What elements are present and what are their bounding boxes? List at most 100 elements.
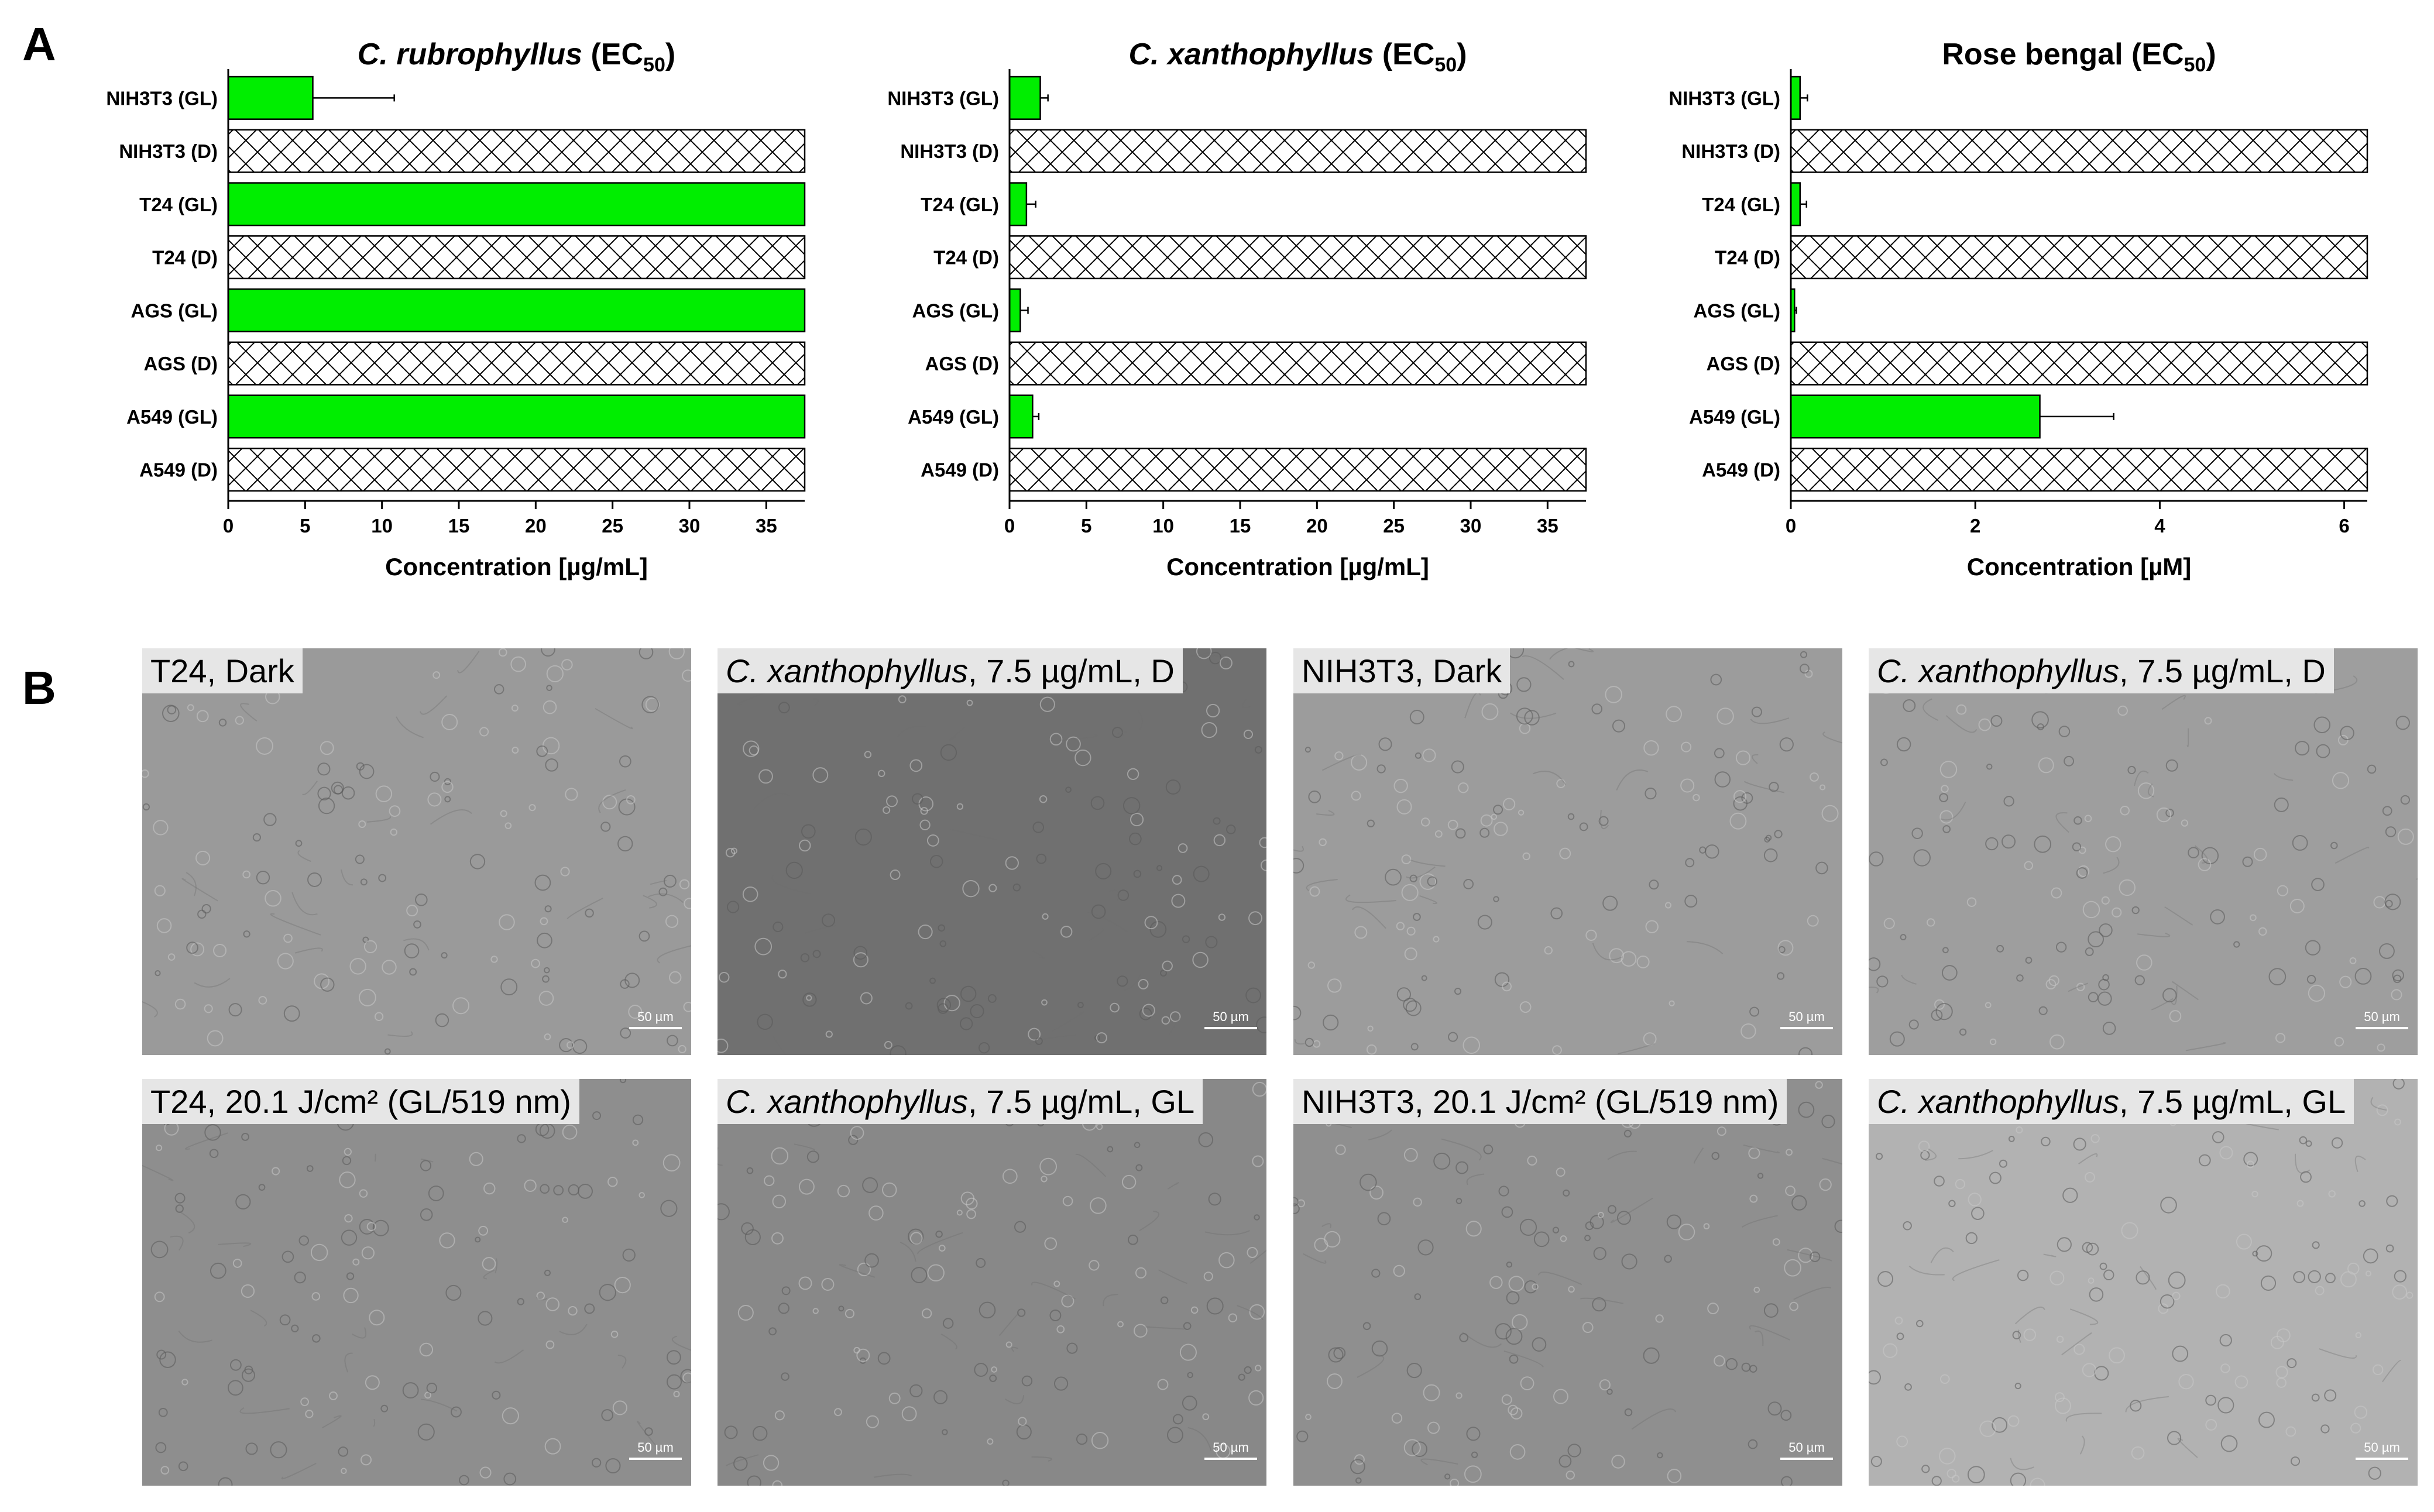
x-tick-label: 0	[1786, 515, 1796, 537]
scale-bar-label: 50 µm	[1213, 1440, 1249, 1455]
x-tick-label: 4	[2154, 515, 2165, 537]
category-label: A549 (D)	[139, 459, 218, 481]
scale-bar-label: 50 µm	[1788, 1009, 1825, 1024]
bar-t24-d	[227, 235, 806, 280]
category-label: T24 (D)	[152, 247, 218, 269]
bar-nih3t3-d	[227, 129, 806, 173]
bar-nih3t3-d	[1790, 129, 2368, 173]
bar-nih3t3-gl	[227, 75, 314, 120]
micrograph-panel: C. xanthophyllus, 7.5 µg/mL, GL 50 µm	[718, 1079, 1266, 1486]
x-axis-label: Concentration [µg/mL]	[1166, 553, 1429, 580]
bar-t24-gl	[1790, 182, 1801, 226]
scale-bar	[1780, 1027, 1833, 1029]
bar-ags-gl	[1008, 288, 1021, 332]
x-tick-label: 0	[223, 515, 234, 537]
x-tick-label: 25	[602, 515, 623, 537]
category-label: NIH3T3 (D)	[1681, 140, 1780, 162]
category-label: AGS (D)	[925, 353, 1000, 374]
bar-chart-rose-bengal: Rose bengal (EC50) NIH3T3 (GL) NIH3T3 (D) T…	[1563, 35, 2370, 597]
x-tick-label: 30	[1460, 515, 1482, 537]
category-label: T24 (D)	[1715, 247, 1780, 269]
bar-chart-xanthophyllus: C. xanthophyllus (EC50) NIH3T3 (GL) NIH3T3…	[781, 35, 1589, 597]
scale-bar-label: 50 µm	[2364, 1440, 2400, 1455]
x-tick-label: 35	[756, 515, 777, 537]
micrograph-label: T24, Dark	[142, 648, 303, 693]
bar-ags-d	[1008, 341, 1587, 386]
cell-texture	[142, 1079, 691, 1486]
scale-bar-label: 50 µm	[1788, 1440, 1825, 1455]
x-tick-label: 20	[525, 515, 547, 537]
scale-bar	[1204, 1027, 1257, 1029]
cell-texture	[142, 648, 691, 1055]
bar-t24-gl	[1008, 182, 1028, 226]
scale-bar	[1204, 1458, 1257, 1460]
bar-t24-d	[1790, 235, 2368, 280]
micrograph-label: NIH3T3, Dark	[1293, 648, 1510, 693]
bar-ags-d	[1790, 341, 2368, 386]
x-tick-label: 10	[1152, 515, 1174, 537]
chart-title: C. rubrophyllus (EC50)	[358, 37, 675, 76]
category-label: NIH3T3 (GL)	[106, 87, 218, 109]
cell-texture	[1869, 648, 2418, 1052]
bar-t24-gl	[227, 182, 806, 226]
x-tick-label: 5	[1081, 515, 1091, 537]
x-tick-label: 6	[2339, 515, 2349, 537]
category-label: T24 (GL)	[139, 194, 218, 215]
bar-ags-gl	[227, 288, 806, 332]
micrograph-label: T24, 20.1 J/cm² (GL/519 nm)	[142, 1079, 579, 1124]
micrograph-panel: C. xanthophyllus, 7.5 µg/mL, D 50 µm	[1869, 648, 2418, 1055]
category-label: A549 (GL)	[1689, 406, 1780, 428]
bar-nih3t3-d	[1008, 129, 1587, 173]
bar-ags-d	[227, 341, 806, 386]
bar-t24-d	[1008, 235, 1587, 280]
x-tick-label: 0	[1004, 515, 1015, 537]
x-tick-label: 10	[371, 515, 393, 537]
category-label: T24 (D)	[933, 247, 999, 269]
bar-a549-gl	[1008, 394, 1034, 439]
bar-a549-d	[1790, 448, 2368, 492]
scale-bar-label: 50 µm	[1213, 1009, 1249, 1024]
x-tick-label: 20	[1306, 515, 1328, 537]
cell-texture	[1293, 648, 1842, 1055]
category-label: AGS (GL)	[1694, 300, 1780, 321]
micrograph-panel: T24, 20.1 J/cm² (GL/519 nm) 50 µm	[142, 1079, 691, 1486]
category-label: NIH3T3 (GL)	[1669, 87, 1780, 109]
cell-texture	[718, 1079, 1266, 1486]
x-tick-label: 15	[448, 515, 470, 537]
x-tick-label: 5	[300, 515, 310, 537]
category-label: A549 (GL)	[908, 406, 999, 428]
scale-bar-label: 50 µm	[2364, 1009, 2400, 1024]
bar-a549-d	[227, 448, 806, 492]
category-label: AGS (D)	[144, 353, 218, 374]
micrograph-label: NIH3T3, 20.1 J/cm² (GL/519 nm)	[1293, 1079, 1787, 1124]
bar-nih3t3-gl	[1790, 75, 1801, 120]
micrograph-label: C. xanthophyllus, 7.5 µg/mL, GL	[1869, 1079, 2354, 1124]
category-label: NIH3T3 (GL)	[887, 87, 999, 109]
micrograph-panel: C. xanthophyllus, 7.5 µg/mL, GL 50 µm	[1869, 1079, 2418, 1486]
panel-label-b: B	[22, 662, 56, 714]
category-label: A549 (GL)	[126, 406, 218, 428]
micrograph-panel: NIH3T3, Dark 50 µm	[1293, 648, 1842, 1055]
category-label: AGS (GL)	[912, 300, 999, 321]
cell-texture	[1869, 1079, 2414, 1486]
scale-bar	[629, 1027, 682, 1029]
category-label: AGS (GL)	[131, 300, 218, 321]
x-tick-label: 35	[1537, 515, 1558, 537]
micrograph-label: C. xanthophyllus, 7.5 µg/mL, GL	[718, 1079, 1203, 1124]
micrograph-label: C. xanthophyllus, 7.5 µg/mL, D	[718, 648, 1183, 693]
x-tick-label: 30	[679, 515, 701, 537]
category-label: NIH3T3 (D)	[900, 140, 999, 162]
bar-a549-gl	[227, 394, 806, 439]
category-label: A549 (D)	[921, 459, 999, 481]
panel-label-a: A	[22, 18, 56, 70]
micrograph-panel: C. xanthophyllus, 7.5 µg/mL, D 50 µm	[718, 648, 1266, 1055]
category-label: T24 (GL)	[921, 194, 999, 215]
x-tick-label: 15	[1230, 515, 1251, 537]
chart-title: Rose bengal (EC50)	[1942, 37, 2216, 76]
category-label: AGS (D)	[1707, 353, 1781, 374]
bar-a549-d	[1008, 448, 1587, 492]
category-label: T24 (GL)	[1702, 194, 1780, 215]
micrograph-label: C. xanthophyllus, 7.5 µg/mL, D	[1869, 648, 2334, 693]
x-tick-label: 2	[1970, 515, 1980, 537]
micrograph-panel: NIH3T3, 20.1 J/cm² (GL/519 nm) 50 µm	[1293, 1079, 1842, 1486]
